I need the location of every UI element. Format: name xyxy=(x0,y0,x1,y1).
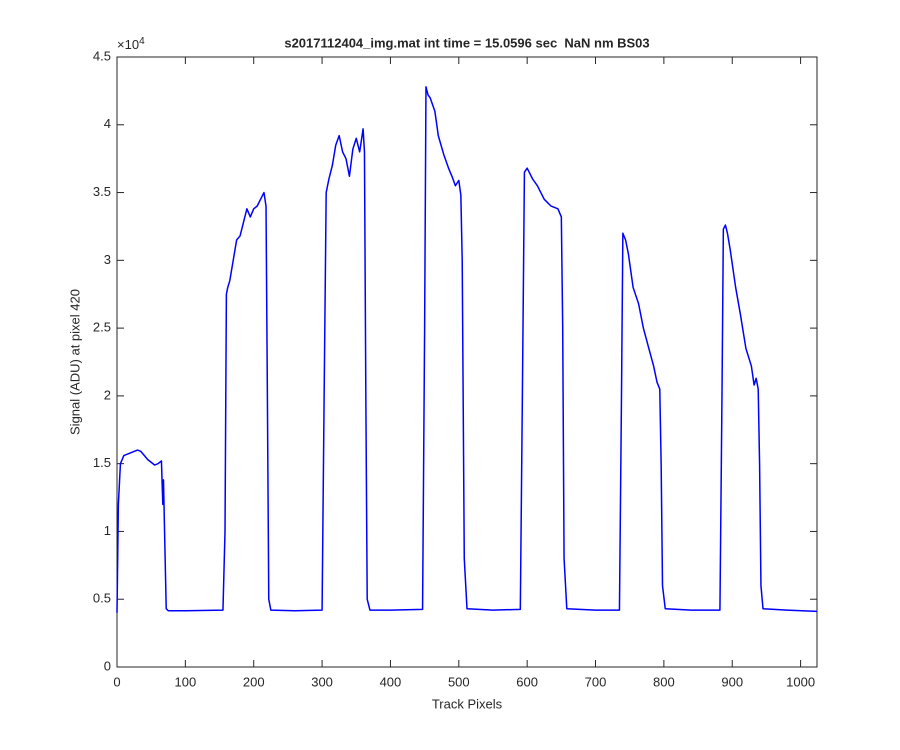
y-tick-label: 1 xyxy=(104,523,111,538)
y-tick-label: 2 xyxy=(104,387,111,402)
y-tick-label: 4 xyxy=(104,116,111,131)
y-tick-label: 0 xyxy=(104,658,111,673)
y-multiplier: ×104 xyxy=(117,36,145,53)
x-tick-label: 700 xyxy=(585,674,607,689)
data-line xyxy=(116,86,818,613)
x-tick-label: 100 xyxy=(175,674,197,689)
y-tick-label: 4.5 xyxy=(93,48,111,63)
x-tick-label: 200 xyxy=(243,674,265,689)
chart-title: s2017112404_img.mat int time = 15.0596 s… xyxy=(284,35,649,50)
x-tick-label: 600 xyxy=(516,674,538,689)
y-tick-label: 1.5 xyxy=(93,455,111,470)
x-axis-label: Track Pixels xyxy=(432,696,503,711)
x-tick-label: 500 xyxy=(448,674,470,689)
x-tick-label: 0 xyxy=(113,674,120,689)
y-tick-label: 3.5 xyxy=(93,184,111,199)
x-tick-label: 900 xyxy=(721,674,743,689)
x-tick-label: 400 xyxy=(380,674,402,689)
y-multiplier-base: ×10 xyxy=(117,37,139,52)
y-tick-label: 2.5 xyxy=(93,320,111,335)
x-tick-label: 800 xyxy=(653,674,675,689)
x-tick-label: 300 xyxy=(311,674,333,689)
x-tick-label: 1000 xyxy=(786,674,815,689)
y-axis-label: Signal (ADU) at pixel 420 xyxy=(67,289,82,435)
y-multiplier-power: 4 xyxy=(139,36,145,47)
plot-area xyxy=(116,56,818,668)
y-tick-label: 3 xyxy=(104,252,111,267)
y-tick-label: 0.5 xyxy=(93,591,111,606)
